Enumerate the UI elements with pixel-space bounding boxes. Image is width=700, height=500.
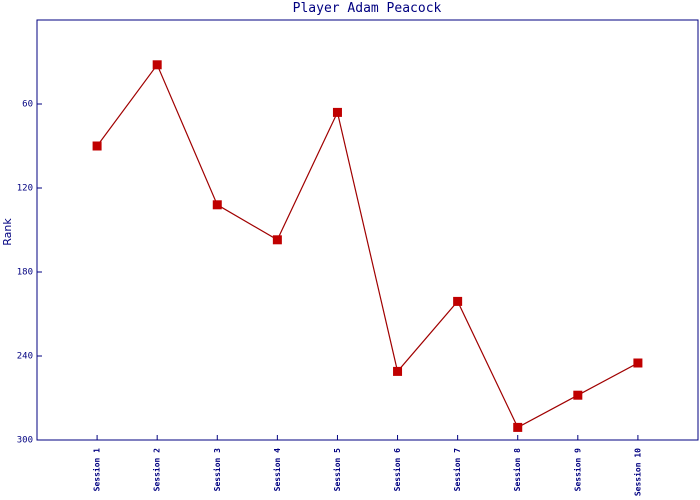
y-tick-label: 60 [22, 100, 33, 110]
marker [633, 358, 643, 368]
marker [453, 296, 463, 306]
chart-title: Player Adam Peacock [293, 1, 442, 16]
marker [212, 200, 222, 210]
y-tick-label: 120 [17, 184, 33, 194]
x-tick-label: Session 8 [512, 448, 522, 492]
x-tick-label: Session 9 [572, 448, 582, 492]
y-tick-label: 240 [17, 352, 33, 362]
line [96, 63, 639, 429]
x-tick-label: Session 1 [92, 448, 102, 492]
x-tick-label: Session 2 [152, 448, 162, 492]
marker [393, 366, 403, 376]
y-tick-label: 180 [17, 268, 33, 278]
y-tick-label: 300 [17, 436, 33, 446]
marker [513, 422, 523, 432]
y-axis-label: Rank [1, 218, 14, 246]
x-tick-label: Session 10 [632, 448, 642, 496]
marker [573, 390, 583, 400]
x-tick-label: Session 4 [272, 448, 282, 492]
x-tick-label: Session 7 [452, 448, 462, 492]
marker [92, 141, 102, 151]
marker [272, 235, 282, 245]
marker [332, 107, 342, 117]
x-tick-label: Session 3 [212, 448, 222, 492]
plot-frame [36, 19, 699, 441]
marker [152, 60, 162, 70]
x-tick-label: Session 5 [332, 448, 342, 492]
x-tick-label: Session 6 [392, 448, 402, 492]
